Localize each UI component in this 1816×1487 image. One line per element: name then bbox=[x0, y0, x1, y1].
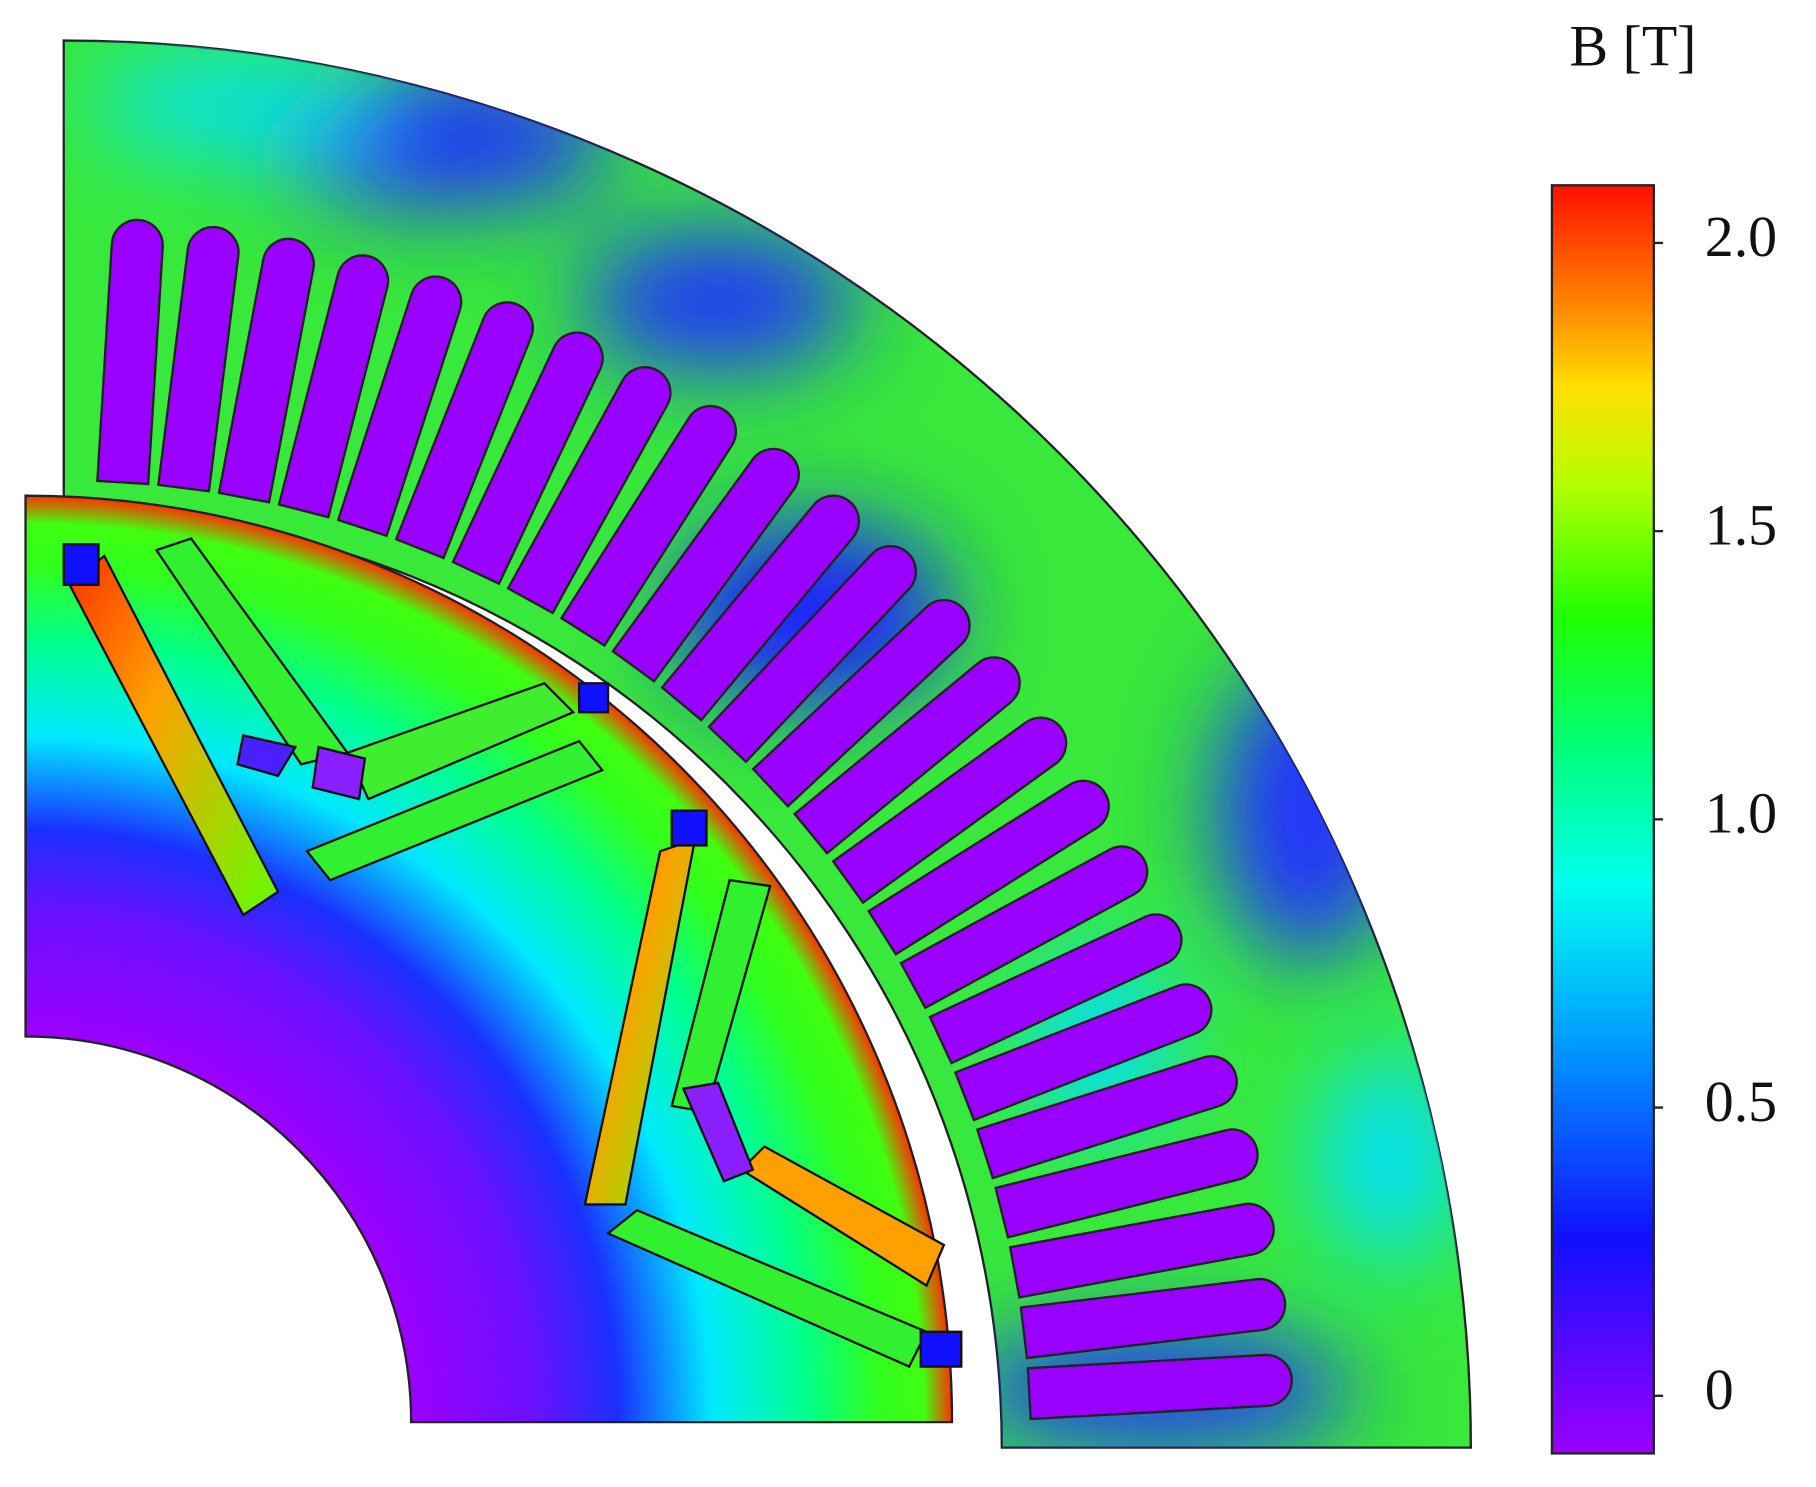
magnets bbox=[62, 537, 963, 1369]
slot bbox=[96, 218, 164, 486]
slot bbox=[707, 545, 917, 764]
slot bbox=[217, 237, 315, 504]
tick-label: 2.0 bbox=[1705, 204, 1777, 269]
slot bbox=[559, 404, 738, 648]
colorbar-gradient bbox=[1550, 184, 1655, 1455]
tick-label: 1.0 bbox=[1705, 781, 1777, 846]
slot bbox=[831, 716, 1068, 905]
slot bbox=[899, 845, 1149, 1010]
slot bbox=[1019, 1277, 1287, 1360]
slot bbox=[336, 275, 463, 538]
tick-label: 0 bbox=[1705, 1357, 1734, 1422]
slot bbox=[792, 656, 1021, 855]
slot bbox=[975, 1055, 1238, 1180]
colorbar: B [T] 0 0.5 1.0 1.5 2.0 bbox=[1550, 13, 1777, 1455]
tick-label: 1.5 bbox=[1705, 492, 1777, 557]
slot bbox=[928, 913, 1183, 1065]
slot bbox=[1008, 1202, 1275, 1299]
slot bbox=[451, 331, 604, 586]
slot bbox=[277, 254, 390, 519]
slot bbox=[394, 301, 534, 560]
slot bbox=[611, 447, 800, 683]
slot bbox=[157, 225, 240, 493]
stator-slots bbox=[96, 218, 1293, 1421]
slot bbox=[953, 983, 1213, 1122]
slot bbox=[1026, 1353, 1293, 1421]
slot bbox=[506, 366, 672, 615]
slot bbox=[660, 494, 860, 722]
stator bbox=[62, 39, 1472, 1449]
slot bbox=[994, 1128, 1259, 1239]
slot bbox=[867, 779, 1110, 956]
tick-label: 0.5 bbox=[1705, 1069, 1777, 1134]
slot bbox=[751, 598, 971, 808]
colorbar-title: B [T] bbox=[1569, 13, 1696, 78]
rotor bbox=[24, 494, 963, 1424]
